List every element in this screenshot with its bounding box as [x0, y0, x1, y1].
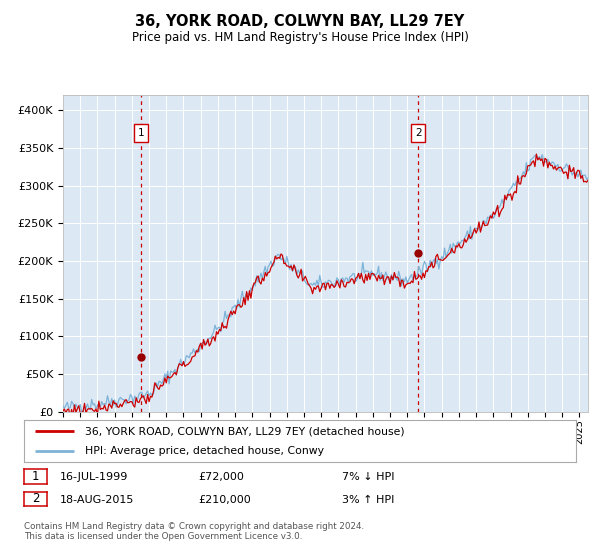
Text: 18-AUG-2015: 18-AUG-2015 — [60, 494, 134, 505]
Text: 36, YORK ROAD, COLWYN BAY, LL29 7EY (detached house): 36, YORK ROAD, COLWYN BAY, LL29 7EY (det… — [85, 426, 404, 436]
Text: £210,000: £210,000 — [198, 494, 251, 505]
Text: 2: 2 — [32, 492, 39, 506]
Text: 2: 2 — [415, 128, 421, 138]
Text: 7% ↓ HPI: 7% ↓ HPI — [342, 472, 395, 482]
Text: 3% ↑ HPI: 3% ↑ HPI — [342, 494, 394, 505]
Text: Contains HM Land Registry data © Crown copyright and database right 2024.
This d: Contains HM Land Registry data © Crown c… — [24, 522, 364, 542]
Text: 36, YORK ROAD, COLWYN BAY, LL29 7EY: 36, YORK ROAD, COLWYN BAY, LL29 7EY — [136, 14, 464, 29]
Text: 16-JUL-1999: 16-JUL-1999 — [60, 472, 128, 482]
Text: HPI: Average price, detached house, Conwy: HPI: Average price, detached house, Conw… — [85, 446, 324, 456]
Text: 1: 1 — [138, 128, 145, 138]
Text: 1: 1 — [32, 470, 39, 483]
Text: £72,000: £72,000 — [198, 472, 244, 482]
Text: Price paid vs. HM Land Registry's House Price Index (HPI): Price paid vs. HM Land Registry's House … — [131, 31, 469, 44]
